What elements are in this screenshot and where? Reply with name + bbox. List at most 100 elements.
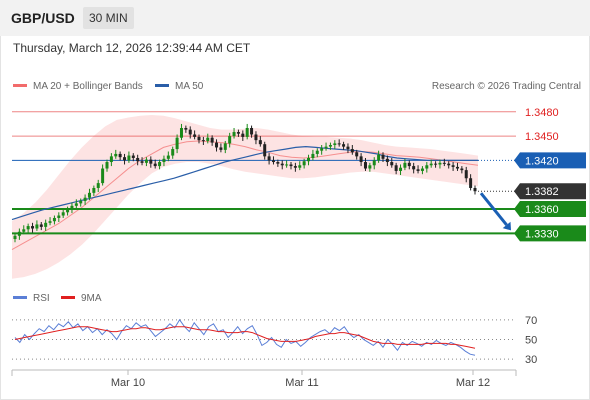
candle [57,212,61,223]
candle-body [236,132,240,134]
candle-body [254,134,258,141]
candle-body [114,153,118,157]
candle [52,215,56,225]
candle [258,136,262,147]
candle-body [48,221,52,223]
candle [289,162,293,170]
candle [35,220,39,231]
projection-arrow-shaft [479,192,508,226]
candle [96,179,100,193]
candle [363,157,367,171]
candle [171,146,175,159]
candle [276,159,280,167]
rsi-tick-label: 50 [525,334,537,346]
candle-body [315,150,319,154]
candle-body [118,153,122,158]
candle [464,166,468,183]
candle [311,149,315,161]
candle [228,132,232,148]
candle [131,153,135,162]
candle [381,152,385,163]
candle [153,159,157,169]
candle [17,228,21,240]
projection-layer [479,192,511,231]
candle-body [250,127,254,135]
candle-body [394,165,398,171]
candle-body [302,161,306,166]
candle-body [197,136,201,141]
candle [39,222,43,231]
candle [13,233,17,243]
candle [394,162,398,175]
candle-body [179,127,183,138]
candle-body [171,149,175,156]
candle-body [87,192,91,198]
candle-body [92,187,96,193]
candle-body [333,143,337,146]
candle [83,194,87,205]
candle [403,158,407,171]
candle-body [289,164,293,167]
candle [372,157,376,170]
rsi-tick-label: 30 [525,354,537,366]
candle [245,123,249,140]
support-price-badge-text: 1.3360 [525,204,559,216]
candle [416,165,420,174]
candle [328,142,332,150]
candle-body [429,163,433,166]
candle [175,134,179,154]
candle [412,162,416,174]
candle-body [162,158,166,163]
candle-body [425,165,429,169]
candle [438,159,442,169]
candle [70,202,74,214]
candle-body [469,178,473,188]
candle [285,160,289,168]
candle [469,174,473,191]
candle [447,161,451,169]
resistance-price-label: 1.3450 [525,131,559,143]
candle-body [464,170,468,179]
candle-body [447,163,451,166]
candle-body [210,137,214,143]
candle-body [223,143,227,150]
candle [250,125,254,138]
candle [197,134,201,144]
candle-body [311,153,315,158]
candle [236,129,240,137]
candle [105,159,109,172]
time-axis-label: Mar 12 [456,377,490,389]
timeframe-button[interactable]: 30 MIN [83,7,134,29]
candle [315,148,319,158]
candle-body [350,149,354,153]
candle-body [438,162,442,165]
rsi-legend-label: RSI [33,293,50,304]
candle-body [83,197,87,201]
candle [293,162,297,172]
candle-body [17,231,21,236]
candle [118,151,122,161]
candle [460,166,464,174]
candle [434,161,438,168]
candle [201,136,205,146]
candle [109,153,113,167]
candle [92,185,96,197]
candle [22,225,26,235]
candle [298,161,302,171]
candle-body [307,157,311,162]
candle-body [363,162,367,169]
candle [149,156,153,168]
candle-body [473,187,477,192]
rsi-legend-swatch [13,296,27,299]
candle [158,159,162,170]
candle-body [22,229,26,232]
candle-body [328,145,332,147]
candle-body [267,156,271,161]
level-lines-layer [12,111,516,235]
candle-body [13,235,17,240]
candle-body [158,162,162,167]
support-price-badge: 1.3330 [514,225,586,242]
candle-body [346,146,350,150]
candle [188,126,192,139]
candle-body [298,165,302,168]
